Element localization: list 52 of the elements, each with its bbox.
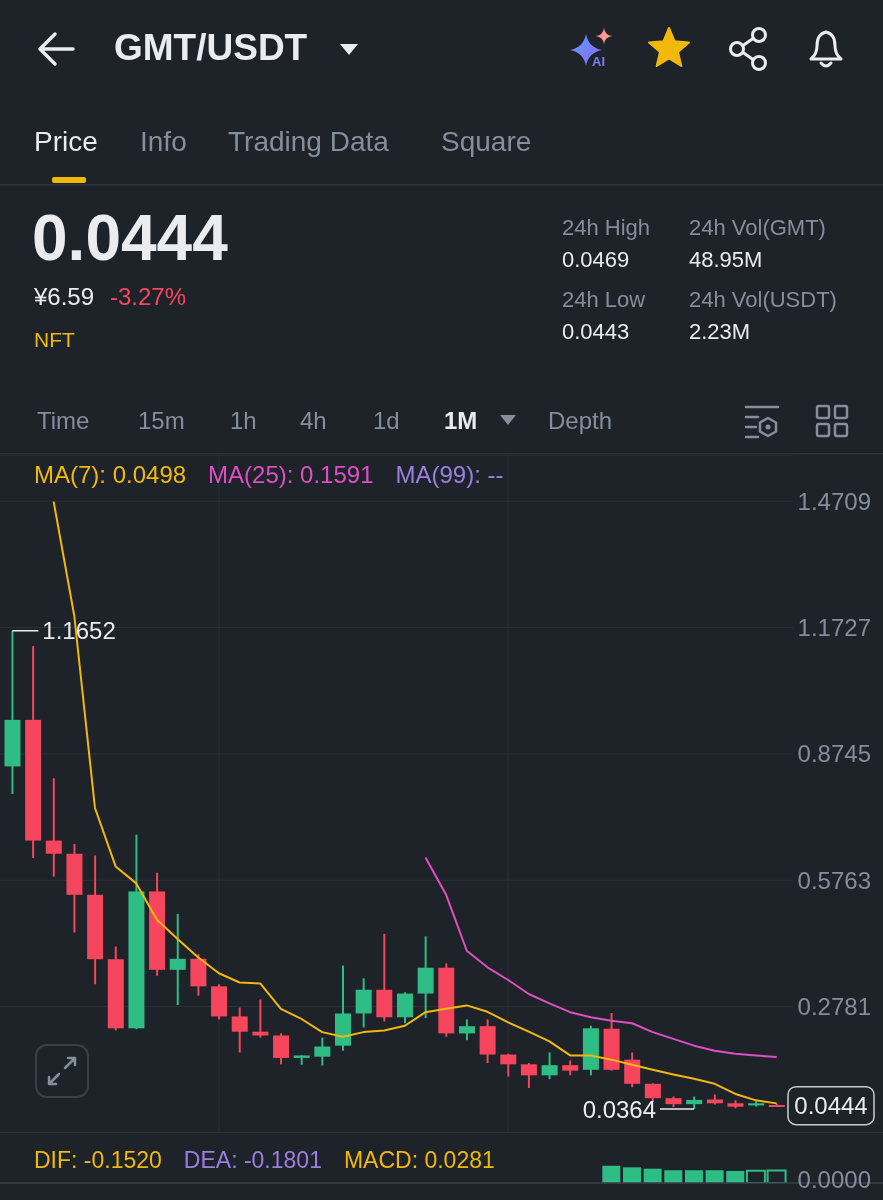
y-tick-label: 0.8745 bbox=[797, 740, 871, 768]
text: 2.23M bbox=[689, 318, 751, 344]
annotation: MACD: 0.0281 bbox=[343, 1147, 495, 1173]
candlestick bbox=[500, 1052, 517, 1078]
candlestick bbox=[541, 1051, 558, 1081]
series-label: MA(7): 0.0498 bbox=[34, 461, 187, 488]
candlestick bbox=[273, 1032, 290, 1066]
text: 24h High bbox=[562, 214, 651, 240]
text: 1M bbox=[444, 406, 478, 434]
text: NFT bbox=[34, 328, 75, 352]
legend-label: MA(99): -- bbox=[395, 461, 504, 488]
y-tick-label: 0.2781 bbox=[797, 993, 871, 1021]
candlestick bbox=[231, 1006, 248, 1054]
annotation: DEA: -0.1801 bbox=[183, 1147, 322, 1173]
annotation: 0.0364 bbox=[582, 1095, 657, 1123]
text: 0.0469 bbox=[562, 246, 630, 272]
text: Price bbox=[34, 126, 98, 158]
text: 24h Vol(USDT) bbox=[689, 286, 837, 312]
text: -3.27% bbox=[110, 282, 187, 310]
candlestick bbox=[458, 1018, 475, 1042]
annotation: DIF: -0.1520 bbox=[34, 1147, 162, 1173]
text: Info bbox=[140, 126, 187, 158]
text: MA(25): 0.1591 bbox=[208, 461, 374, 488]
y-tick-label: 1.1727 bbox=[797, 614, 871, 642]
text: 0.0000 bbox=[797, 1165, 871, 1193]
text: 24h Low bbox=[562, 286, 646, 312]
text: Time bbox=[37, 406, 90, 434]
text: Trading Data bbox=[228, 126, 389, 158]
candlestick bbox=[252, 998, 269, 1039]
candlestick bbox=[396, 991, 413, 1025]
candlestick bbox=[314, 1036, 331, 1067]
text: 0.0444 bbox=[32, 201, 228, 274]
text: 48.95M bbox=[689, 246, 763, 272]
chart-title: GMT/USDT bbox=[114, 26, 308, 68]
text: 15m bbox=[138, 406, 185, 434]
candlestick bbox=[355, 977, 372, 1029]
y-tick-label: 1.4709 bbox=[797, 487, 871, 515]
text: 1h bbox=[230, 406, 257, 434]
text: ¥6.59 bbox=[34, 282, 95, 310]
text: 1d bbox=[373, 406, 400, 434]
text: AI bbox=[592, 54, 605, 70]
line-series bbox=[424, 856, 778, 1059]
text: 4h bbox=[300, 406, 327, 434]
candlestick bbox=[520, 1062, 537, 1090]
text: 0.0444 bbox=[794, 1092, 868, 1120]
text: 0.0443 bbox=[562, 318, 630, 344]
candlestick bbox=[169, 912, 186, 1006]
text: 24h Vol(GMT) bbox=[689, 214, 826, 240]
text: Depth bbox=[548, 406, 613, 434]
y-tick-label: 0.5763 bbox=[797, 866, 871, 894]
text: Square bbox=[441, 126, 532, 158]
candlestick bbox=[45, 777, 62, 878]
